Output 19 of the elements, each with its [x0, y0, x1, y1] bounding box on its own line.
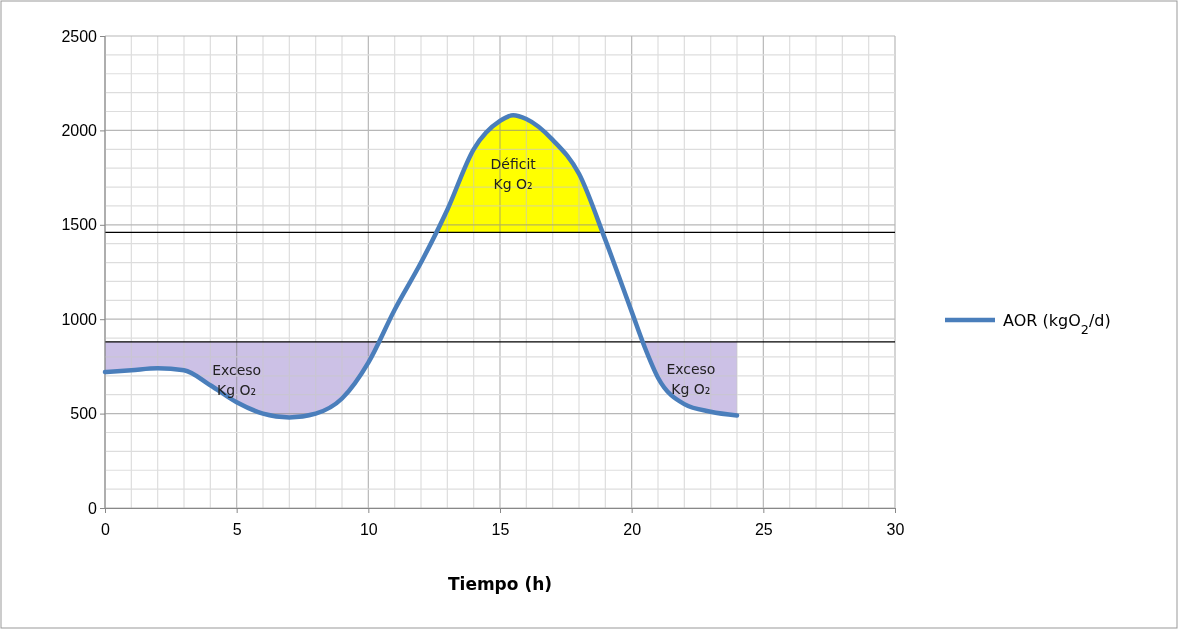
y-tick-label: 2000	[61, 122, 98, 140]
x-axis-title: Tiempo (h)	[447, 574, 553, 594]
x-tick-label: 15	[491, 521, 510, 539]
annotation: Exceso Kg O₂	[212, 361, 262, 398]
x-tick-label: 5	[232, 521, 242, 539]
x-tick-label: 25	[754, 521, 773, 539]
y-tick-label: 500	[70, 405, 98, 423]
annotation: Exceso Kg O₂	[666, 360, 716, 397]
y-tick-label: 1000	[61, 310, 98, 328]
y-tick-label: 2500	[61, 27, 98, 45]
y-tick-label: 0	[88, 499, 98, 517]
x-tick-label: 0	[101, 521, 111, 539]
y-tick-label: 1500	[61, 216, 98, 234]
x-tick-label: 30	[886, 521, 905, 539]
line-series	[102, 113, 740, 420]
annotation: Déficit Kg O₂	[490, 155, 537, 192]
x-tick-label: 10	[359, 521, 378, 539]
x-tick-label: 20	[623, 521, 642, 539]
legend-label: AOR (kgO$_{2}$/d)	[1003, 311, 1111, 337]
